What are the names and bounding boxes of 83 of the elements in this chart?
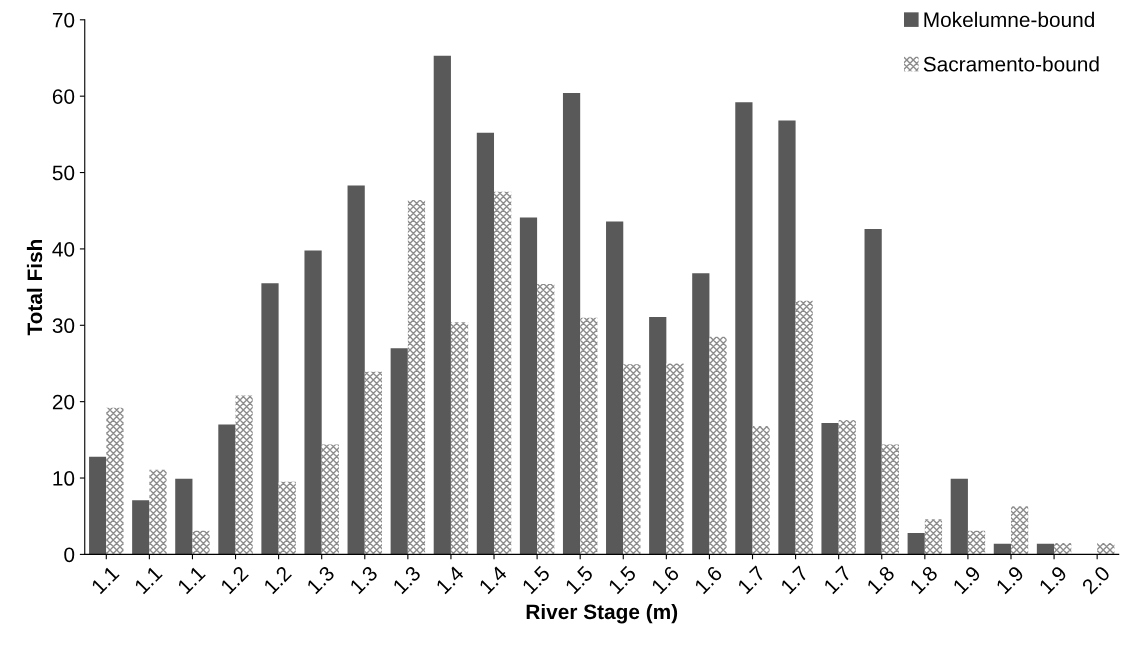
x-tick-label: 1.6	[650, 565, 680, 595]
x-tick-label: 1.5	[564, 565, 594, 595]
bar	[580, 317, 598, 555]
x-tick-label: 1.2	[263, 565, 292, 595]
bar	[864, 229, 882, 555]
bar	[132, 500, 150, 555]
bar	[192, 530, 210, 555]
bar	[562, 93, 581, 555]
x-tick-label: 1.6	[693, 565, 723, 595]
bar	[407, 200, 426, 555]
bar	[821, 423, 839, 555]
bar	[924, 519, 943, 555]
bar	[709, 336, 727, 555]
bar	[261, 283, 279, 555]
x-tick-label: 1.9	[1038, 565, 1068, 595]
x-tick-label: 1.8	[866, 565, 896, 595]
x-tick-label: 1.3	[306, 565, 336, 595]
bar	[993, 543, 1011, 555]
bar	[907, 533, 925, 555]
bar	[175, 478, 193, 555]
bar	[967, 530, 986, 555]
y-tick-label: 60	[52, 89, 75, 104]
bar	[433, 55, 451, 555]
x-tick-label: 1.7	[780, 565, 809, 595]
y-tick-label: 30	[52, 318, 75, 334]
bar	[390, 348, 408, 555]
x-axis-title: River Stage (m)	[526, 603, 678, 624]
bar	[606, 221, 624, 555]
legend-label: Mokelumne-bound	[924, 11, 1094, 28]
bar	[838, 419, 856, 555]
bar	[735, 102, 753, 555]
y-tick-label: 50	[52, 165, 75, 181]
bar	[950, 478, 968, 555]
y-tick-label: 40	[52, 241, 75, 257]
bar	[692, 273, 710, 555]
x-tick-label: 1.2	[219, 565, 249, 595]
bar	[623, 364, 641, 555]
bar	[278, 481, 296, 555]
x-tick-label: 1.4	[478, 565, 508, 595]
bar	[795, 300, 813, 555]
x-tick-label: 1.7	[823, 565, 852, 595]
bar	[519, 217, 538, 555]
bar	[218, 424, 236, 555]
bar	[235, 395, 253, 555]
bar	[476, 132, 495, 555]
x-tick-label: 1.1	[133, 565, 163, 595]
x-tick-label: 1.3	[349, 565, 379, 595]
bar	[364, 371, 383, 555]
x-tick-label: 1.5	[521, 565, 551, 595]
bar	[778, 120, 796, 555]
x-tick-label: 1.1	[177, 565, 206, 595]
bar	[752, 426, 770, 555]
bar	[89, 456, 107, 555]
y-tick-label: 70	[52, 12, 75, 28]
y-tick-label: 20	[52, 394, 75, 410]
x-tick-label: 1.9	[952, 565, 982, 595]
bar	[106, 407, 124, 555]
x-tick-label: 1.7	[737, 565, 766, 595]
x-tick-label: 1.4	[435, 565, 465, 595]
bar	[1054, 542, 1072, 555]
x-tick-label: 1.1	[90, 565, 120, 595]
bar	[1036, 543, 1055, 555]
bar	[149, 469, 167, 555]
bar	[649, 316, 667, 555]
x-tick-label: 1.3	[392, 565, 422, 595]
bar	[881, 444, 899, 555]
bar	[304, 250, 322, 555]
bar	[321, 444, 339, 555]
y-tick-label: 0	[64, 547, 75, 563]
bar	[537, 284, 555, 555]
bar	[450, 322, 469, 555]
x-tick-label: 1.8	[909, 565, 939, 595]
x-tick-label: 1.5	[607, 565, 637, 595]
bar	[494, 191, 512, 555]
y-tick-label: 10	[53, 471, 75, 486]
x-tick-label: 1.9	[995, 565, 1025, 595]
bar	[347, 185, 365, 555]
bar	[666, 363, 684, 555]
legend-label: Sacramento-bound	[923, 56, 1099, 72]
x-tick-label: 2.0	[1081, 565, 1111, 595]
y-axis-title: Total Fish	[26, 239, 43, 336]
bar	[1011, 506, 1029, 555]
bar	[1097, 542, 1115, 555]
